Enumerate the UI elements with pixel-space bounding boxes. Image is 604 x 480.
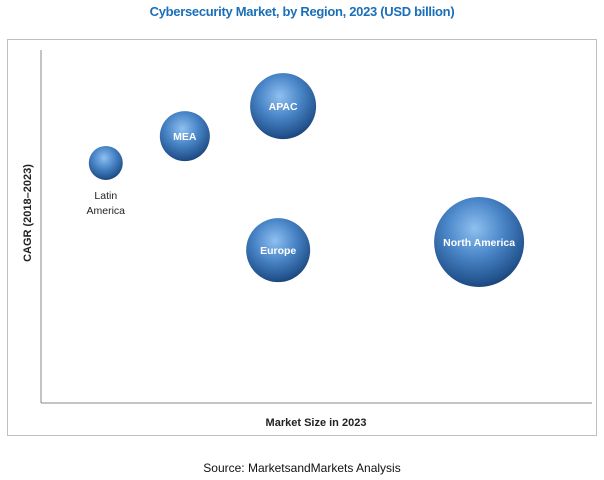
bubble-europe	[246, 218, 311, 283]
y-axis-label: CAGR (2018–2023)	[22, 164, 34, 262]
chart-frame	[7, 39, 597, 436]
x-axis-label: Market Size in 2023	[266, 417, 367, 429]
source-note: Source: MarketsandMarkets Analysis	[203, 461, 401, 475]
bubble-apac	[250, 73, 317, 140]
bubble-label-north-america: North America	[443, 237, 515, 249]
bubble-label-apac: APAC	[269, 101, 298, 113]
bubble-north-america	[434, 197, 525, 288]
bubble-label-europe: Europe	[260, 245, 296, 257]
bubble-latin-america	[88, 145, 123, 180]
chart-title: Cybersecurity Market, by Region, 2023 (U…	[149, 4, 455, 19]
bubble-label-latin-america: Latin America	[87, 190, 126, 217]
bubble-mea	[159, 111, 210, 162]
bubble-label-mea: MEA	[173, 131, 197, 143]
